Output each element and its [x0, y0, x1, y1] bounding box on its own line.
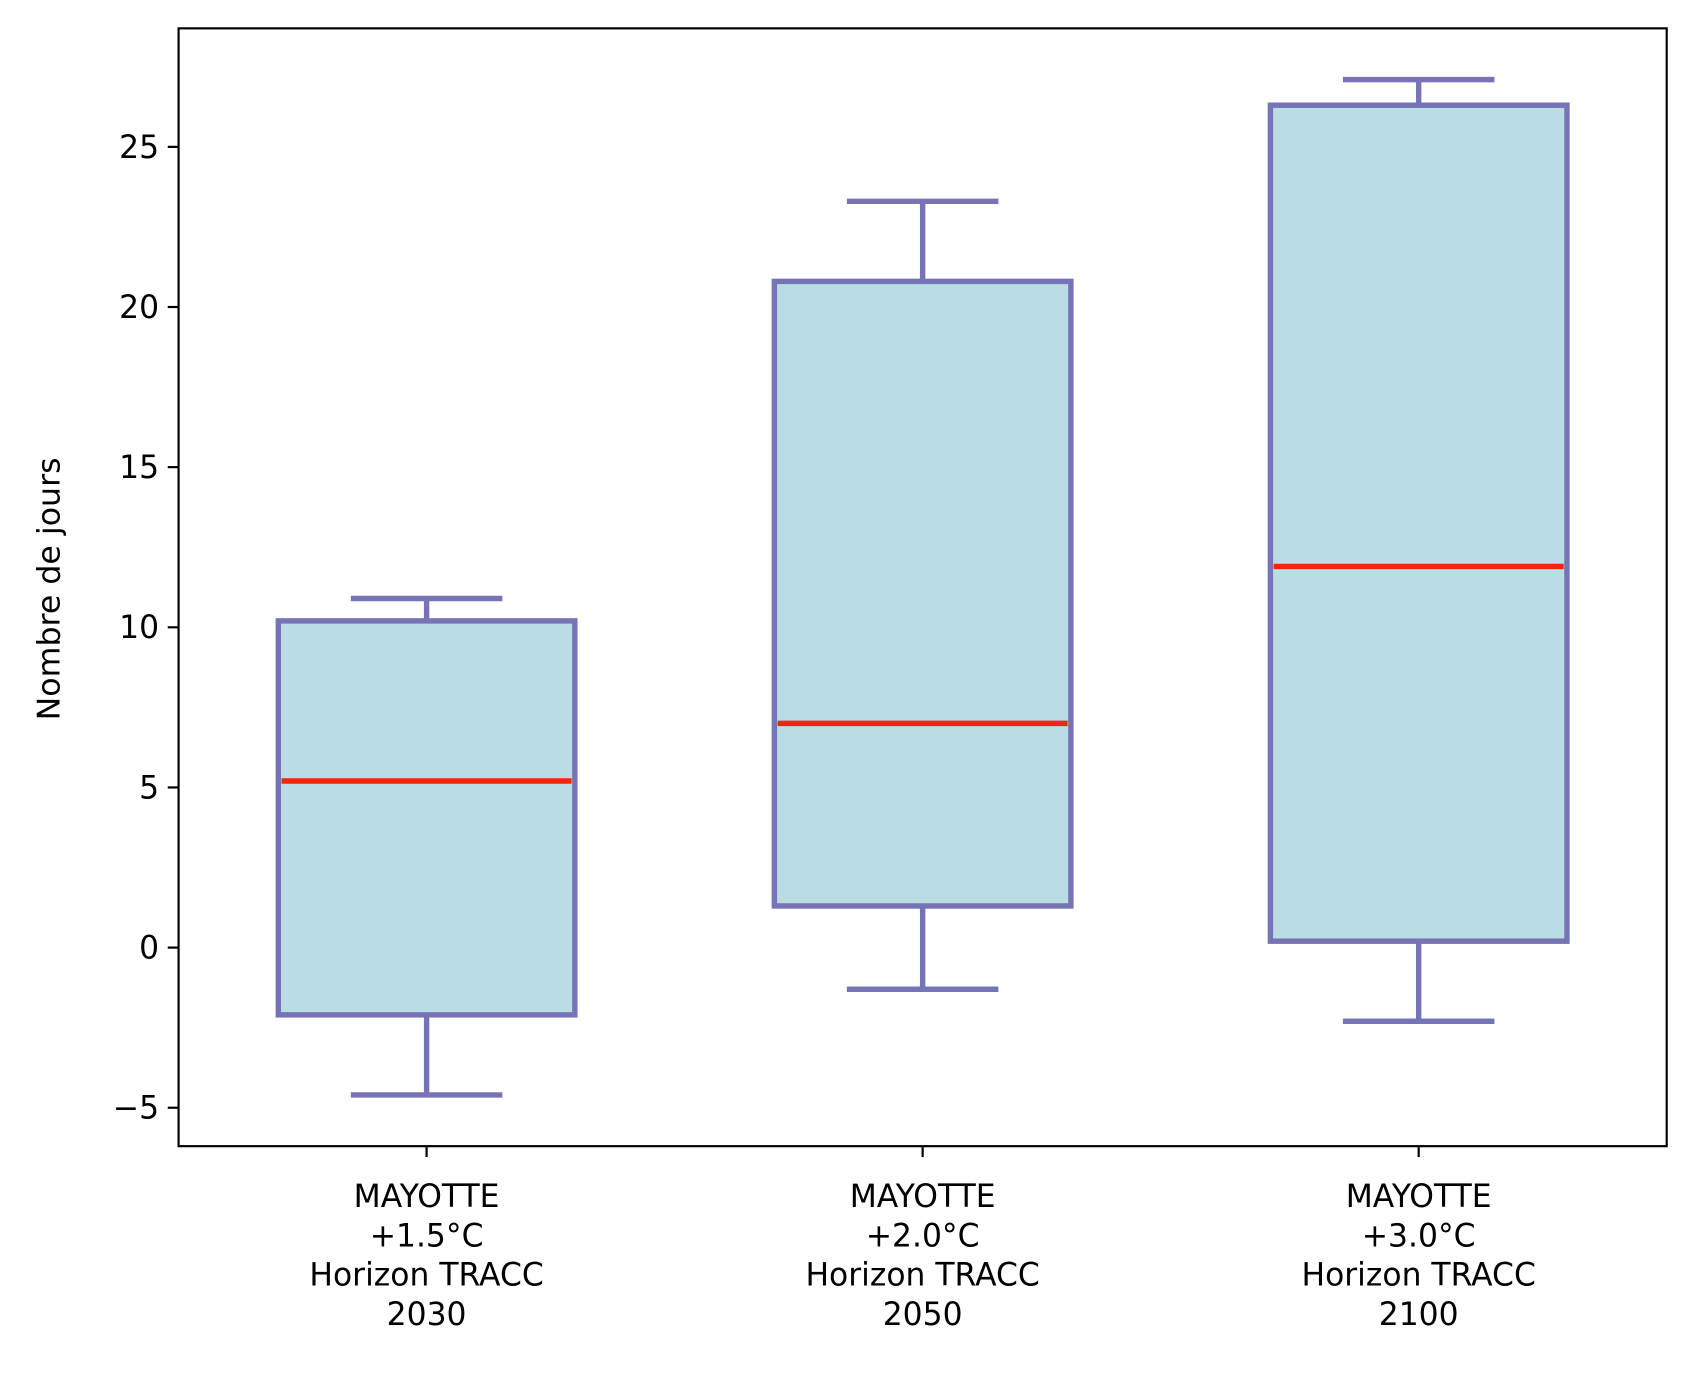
y-tick-label: 10 — [119, 610, 159, 646]
x-tick-label: MAYOTTE +3.0°C Horizon TRACC 2100 — [1301, 1179, 1535, 1333]
box-group — [771, 198, 1074, 992]
y-axis: −5 0 5 10 15 20 25 — [113, 130, 179, 1127]
box-group — [1267, 76, 1570, 1024]
x-tick-label-line: Horizon TRACC — [1301, 1258, 1535, 1294]
x-tick-label: MAYOTTE +2.0°C Horizon TRACC 2050 — [805, 1179, 1039, 1333]
box-iqr — [275, 618, 578, 1018]
y-tick-label: 25 — [119, 130, 159, 166]
y-axis-label: Nombre de jours — [32, 457, 68, 720]
x-tick-label-line: MAYOTTE — [850, 1179, 996, 1215]
x-tick-label-line: +1.5°C — [370, 1218, 484, 1254]
box-group — [275, 595, 578, 1098]
x-tick-label-line: Horizon TRACC — [309, 1258, 543, 1294]
x-tick-label-line: +2.0°C — [866, 1218, 980, 1254]
x-tick-label-line: 2030 — [387, 1297, 467, 1333]
box-iqr — [1267, 102, 1570, 944]
x-tick-label-line: MAYOTTE — [1346, 1179, 1492, 1215]
x-tick-label-line: MAYOTTE — [354, 1179, 500, 1215]
x-tick-label-line: 2100 — [1379, 1297, 1459, 1333]
x-tick-label-line: 2050 — [883, 1297, 963, 1333]
y-tick-label: 5 — [139, 770, 159, 806]
boxes-layer — [275, 76, 1570, 1098]
y-tick-label: 15 — [119, 450, 159, 486]
y-tick-label: −5 — [113, 1091, 159, 1127]
y-tick-label: 20 — [119, 290, 159, 326]
y-tick-label: 0 — [139, 930, 159, 966]
box-iqr — [771, 278, 1074, 909]
x-tick-label-line: +3.0°C — [1362, 1218, 1476, 1254]
x-tick-label: MAYOTTE +1.5°C Horizon TRACC 2030 — [309, 1179, 543, 1333]
x-tick-label-line: Horizon TRACC — [805, 1258, 1039, 1294]
